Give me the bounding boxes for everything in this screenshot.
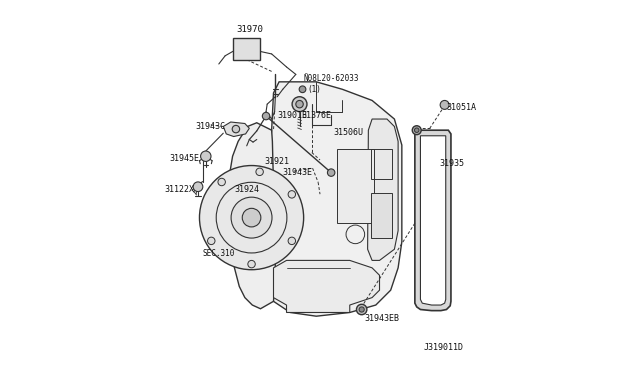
Circle shape: [248, 260, 255, 268]
Text: 31376E: 31376E: [301, 111, 332, 120]
Circle shape: [193, 182, 203, 192]
Circle shape: [412, 126, 421, 135]
Text: 31945E: 31945E: [170, 154, 199, 163]
Bar: [233, 38, 260, 60]
Text: J319011D: J319011D: [423, 343, 463, 352]
Circle shape: [231, 197, 272, 238]
Polygon shape: [420, 136, 445, 305]
Text: (1): (1): [307, 85, 321, 94]
Polygon shape: [415, 130, 451, 311]
Circle shape: [356, 304, 367, 315]
Bar: [371, 193, 392, 238]
Circle shape: [200, 166, 303, 270]
Text: 31943C: 31943C: [195, 122, 225, 131]
Text: 31901E: 31901E: [277, 111, 307, 120]
Text: SEC.310: SEC.310: [203, 249, 235, 258]
Text: 31943E: 31943E: [282, 169, 312, 177]
Text: Ñ08L20-62033: Ñ08L20-62033: [303, 74, 359, 83]
Circle shape: [288, 237, 296, 245]
Circle shape: [296, 100, 303, 108]
Circle shape: [415, 128, 419, 132]
Text: 31921: 31921: [264, 157, 289, 166]
Text: 31506U: 31506U: [333, 128, 363, 137]
Text: 31970: 31970: [236, 25, 263, 34]
Bar: [371, 149, 392, 179]
Circle shape: [218, 178, 225, 186]
Circle shape: [262, 112, 270, 120]
Polygon shape: [266, 82, 402, 316]
Circle shape: [299, 86, 306, 93]
Circle shape: [243, 208, 261, 227]
Circle shape: [328, 169, 335, 176]
Circle shape: [200, 151, 211, 161]
Text: 31924: 31924: [234, 185, 259, 194]
Circle shape: [359, 307, 364, 312]
Circle shape: [207, 237, 215, 245]
Polygon shape: [228, 123, 275, 309]
Bar: [337, 149, 374, 223]
Polygon shape: [273, 260, 380, 312]
Polygon shape: [223, 122, 250, 137]
Circle shape: [288, 191, 296, 198]
Text: 31943EB: 31943EB: [364, 314, 399, 323]
Circle shape: [440, 100, 449, 109]
Circle shape: [232, 125, 239, 133]
Text: 31122X: 31122X: [164, 185, 195, 194]
Polygon shape: [367, 119, 398, 260]
Text: 31935: 31935: [439, 159, 464, 168]
Text: 31051A: 31051A: [447, 103, 476, 112]
Circle shape: [256, 168, 263, 176]
Circle shape: [292, 97, 307, 112]
